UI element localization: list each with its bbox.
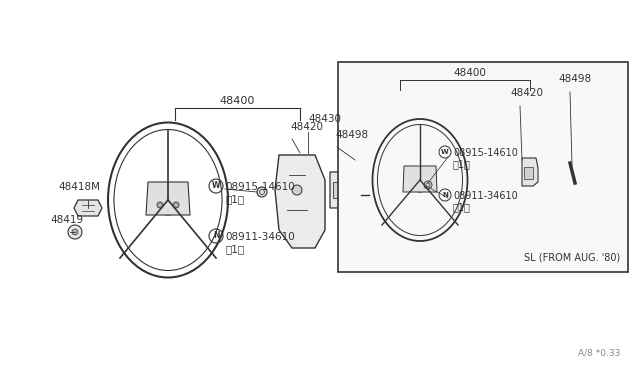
Polygon shape (330, 172, 350, 208)
Bar (524, 167, 533, 179)
Text: 48400: 48400 (454, 68, 486, 78)
Polygon shape (74, 200, 102, 216)
Circle shape (157, 202, 163, 208)
Polygon shape (353, 190, 361, 200)
Text: 08915-14610: 08915-14610 (225, 182, 295, 192)
Polygon shape (403, 166, 437, 192)
Text: 48419: 48419 (50, 215, 83, 225)
Circle shape (424, 181, 432, 189)
Text: 48430: 48430 (308, 114, 341, 124)
Text: 48498: 48498 (335, 130, 368, 140)
Polygon shape (522, 158, 538, 186)
Text: 48420: 48420 (510, 88, 543, 98)
Bar (338, 62, 628, 272)
Circle shape (68, 225, 82, 239)
Text: N: N (442, 192, 448, 198)
Text: 08915-14610: 08915-14610 (453, 148, 518, 158)
Polygon shape (275, 155, 325, 248)
Text: N: N (212, 231, 220, 241)
Text: （1）: （1） (225, 244, 244, 254)
Text: SL (FROM AUG. '80): SL (FROM AUG. '80) (524, 252, 620, 262)
Polygon shape (146, 182, 190, 215)
Text: 48418M: 48418M (58, 182, 100, 192)
Text: W: W (441, 149, 449, 155)
Circle shape (257, 187, 267, 197)
Text: A/8 *0.33: A/8 *0.33 (578, 349, 620, 358)
Circle shape (72, 229, 78, 235)
Text: （1）: （1） (453, 202, 471, 212)
Ellipse shape (409, 168, 431, 192)
Ellipse shape (154, 185, 182, 215)
Bar (333, 182, 344, 198)
Circle shape (173, 202, 179, 208)
Text: W: W (212, 182, 220, 190)
Text: 48420: 48420 (290, 122, 323, 132)
Text: （1）: （1） (453, 159, 471, 169)
Circle shape (292, 185, 302, 195)
Ellipse shape (159, 190, 177, 209)
Text: 08911-34610: 08911-34610 (225, 232, 295, 242)
Text: 08911-34610: 08911-34610 (453, 191, 518, 201)
Text: （1）: （1） (225, 194, 244, 204)
Text: 48498: 48498 (558, 74, 591, 84)
Text: 48400: 48400 (220, 96, 255, 106)
Ellipse shape (413, 173, 427, 187)
